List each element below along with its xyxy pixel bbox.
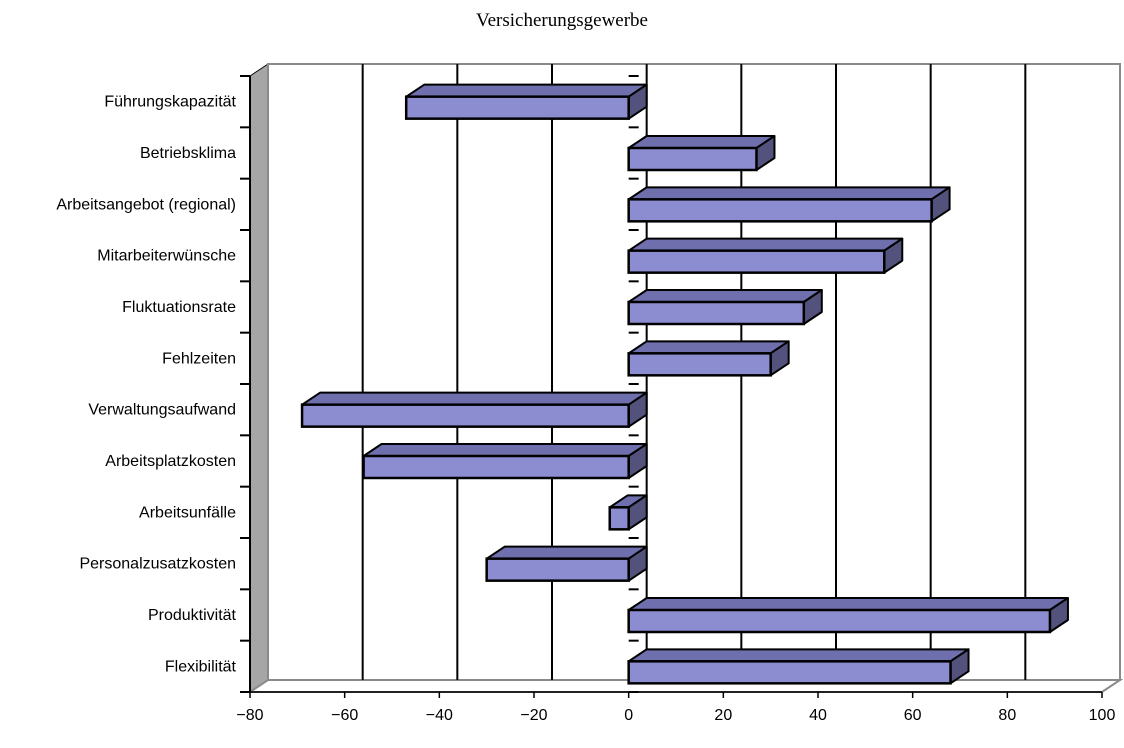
bar <box>627 300 806 326</box>
bar-top <box>362 443 648 457</box>
category-label: Betriebsklima <box>140 145 236 162</box>
bar <box>627 146 758 172</box>
category-label: Führungskapazität <box>104 94 236 111</box>
bar <box>608 506 630 531</box>
category-label: Arbeitsunfälle <box>139 504 236 521</box>
bar <box>627 249 886 274</box>
x-tick-label: −80 <box>236 707 263 724</box>
bar <box>627 660 952 685</box>
bar-top <box>627 340 790 355</box>
bar <box>300 403 630 428</box>
bar-top <box>301 391 648 406</box>
x-tick-label: −40 <box>426 707 453 724</box>
x-tick-label: 20 <box>714 707 732 724</box>
bar <box>627 198 933 223</box>
category-label: Flexibilität <box>165 658 237 675</box>
category-label: Fehlzeiten <box>162 350 236 367</box>
bar <box>485 557 630 582</box>
x-tick-label: 60 <box>904 707 922 724</box>
bar-top <box>627 648 970 663</box>
category-label: Arbeitsangebot (regional) <box>56 196 236 213</box>
bar-top <box>627 237 904 252</box>
x-tick-label: −60 <box>331 707 358 724</box>
bar <box>362 454 630 480</box>
bar-top <box>627 186 951 201</box>
bar <box>404 95 630 120</box>
x-tick-label: 40 <box>809 707 827 724</box>
x-tick-label: 80 <box>998 707 1016 724</box>
category-label: Personalzusatzkosten <box>79 556 236 573</box>
bar-top <box>627 597 1069 611</box>
bar-top <box>485 545 648 560</box>
bar-top <box>627 289 823 303</box>
chart-title: Versicherungsgewerbe <box>476 10 648 31</box>
bar-top <box>405 83 648 98</box>
category-label: Fluktuationsrate <box>122 299 236 316</box>
bar <box>627 352 772 377</box>
x-tick-label: 0 <box>624 707 633 724</box>
category-label: Produktivität <box>148 607 237 624</box>
category-label: Mitarbeiterwünsche <box>97 248 236 265</box>
x-tick-label: −20 <box>520 707 547 724</box>
x-tick-label: 100 <box>1089 707 1116 724</box>
side-wall <box>249 63 269 693</box>
bar-top <box>627 135 776 149</box>
category-label: Verwaltungsaufwand <box>88 402 236 419</box>
bar <box>627 608 1052 634</box>
category-label: Arbeitsplatzkosten <box>105 453 236 470</box>
